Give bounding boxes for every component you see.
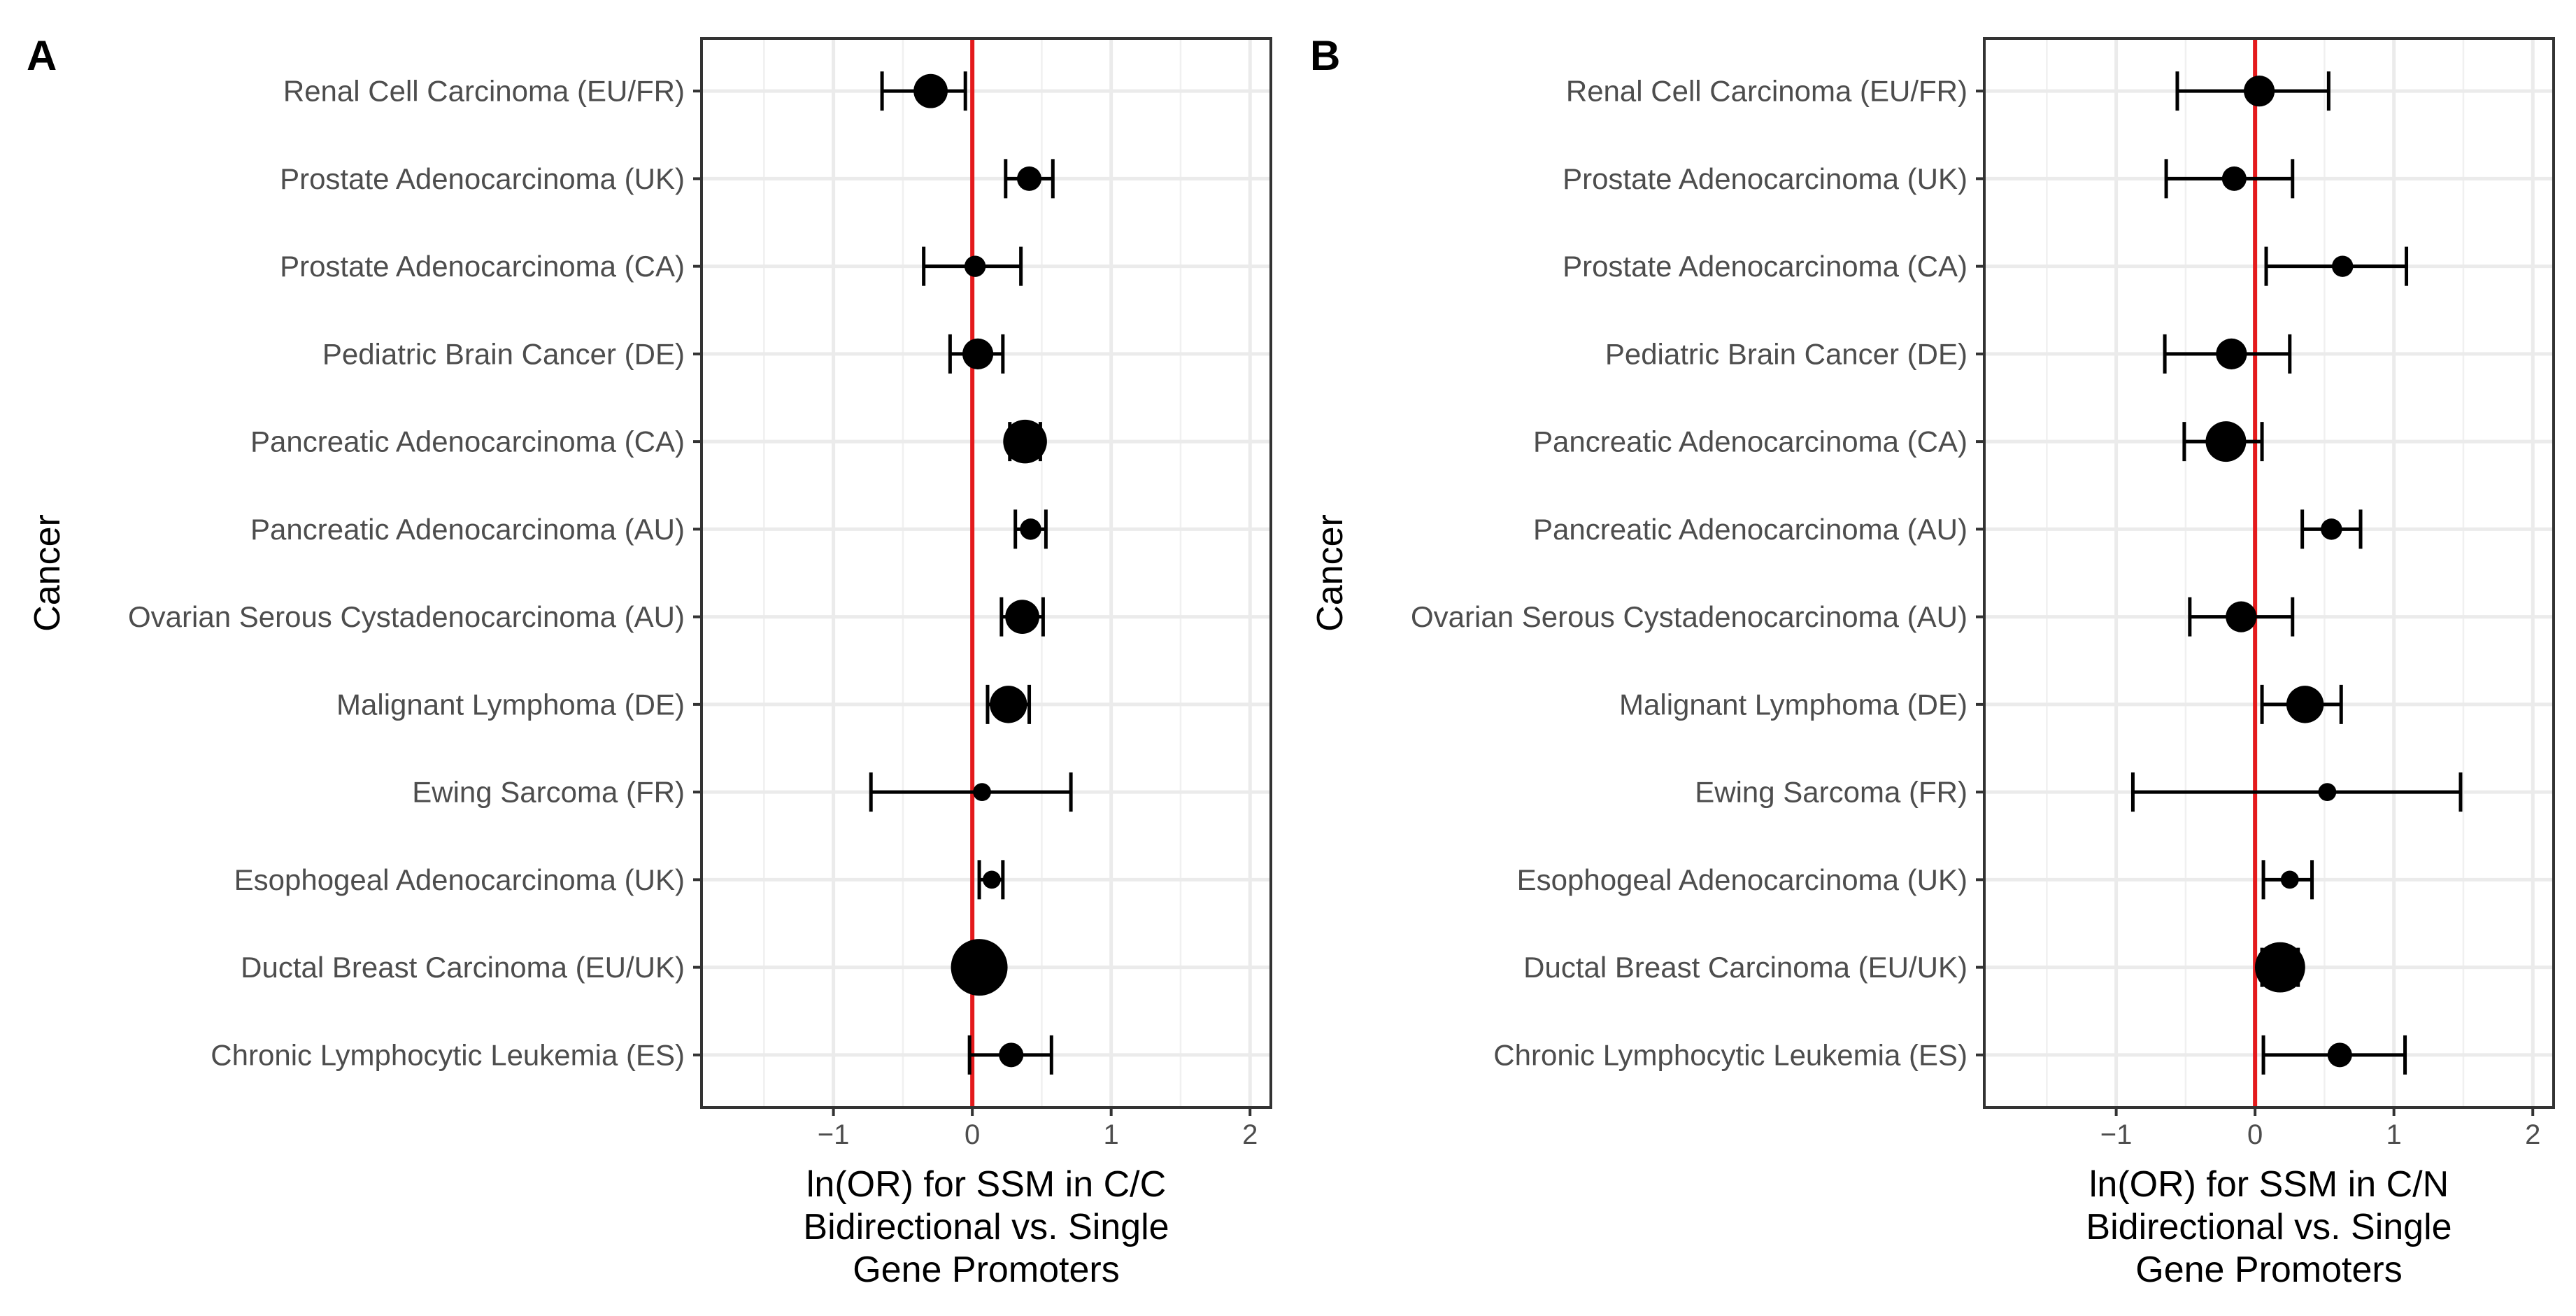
y-tick-label: Pancreatic Adenocarcinoma (CA) [250,425,685,458]
y-tick-label: Renal Cell Carcinoma (EU/FR) [1566,75,1967,108]
x-tick-label: 0 [965,1119,980,1150]
x-tick-label: −1 [2100,1119,2133,1150]
y-tick-label: Pancreatic Adenocarcinoma (AU) [1533,513,1967,546]
estimate-point [1017,166,1042,191]
estimate-point [973,783,991,802]
x-tick-label: 1 [2386,1119,2402,1150]
y-tick-label: Ewing Sarcoma (FR) [412,776,685,809]
panel-letter: A [27,32,57,79]
panel-border [1983,37,2555,1109]
y-axis-label: Cancer [27,514,68,632]
y-axis-label: Cancer [1310,514,1351,632]
estimate-point [2286,686,2324,723]
x-axis-label-line: Gene Promoters [853,1250,1120,1290]
x-axis-label-line: Gene Promoters [2135,1250,2403,1290]
x-axis-label-line: Bidirectional vs. Single [803,1207,1169,1247]
x-axis-label-line: ln(OR) for SSM in C/N [2089,1164,2449,1205]
x-tick-label: 0 [2247,1119,2263,1150]
y-tick-label: Malignant Lymphoma (DE) [336,688,685,721]
x-axis-label-line: Bidirectional vs. Single [2086,1207,2452,1247]
estimate-point [2226,601,2257,632]
y-tick-label: Prostate Adenocarcinoma (UK) [1563,162,1967,195]
estimate-point [983,870,1001,889]
estimate-point [962,338,994,369]
y-tick-label: Esophogeal Adenocarcinoma (UK) [1517,863,1967,896]
estimate-point [1003,419,1047,464]
y-tick-label: Malignant Lymphoma (DE) [1619,688,1967,721]
estimate-point [2321,518,2342,540]
y-tick-label: Chronic Lymphocytic Leukemia (ES) [1493,1038,1967,1071]
estimate-point [951,939,1008,996]
y-tick-label: Pediatric Brain Cancer (DE) [322,337,685,370]
y-tick-label: Renal Cell Carcinoma (EU/FR) [283,75,685,108]
x-tick-label: 1 [1104,1119,1119,1150]
panel-a: Renal Cell Carcinoma (EU/FR) Prostate Ade… [27,32,1272,1290]
estimate-point [913,73,948,108]
x-tick-label: −1 [818,1119,850,1150]
y-tick-label: Prostate Adenocarcinoma (CA) [280,250,685,283]
y-tick-label: Prostate Adenocarcinoma (UK) [280,162,685,195]
plot-area [702,38,1271,1108]
estimate-point [2244,76,2275,107]
estimate-point [964,255,986,277]
estimate-point [1020,518,1041,540]
x-axis-label-line: ln(OR) for SSM in C/C [806,1164,1166,1205]
estimate-point [2327,1042,2352,1068]
y-tick-label: Prostate Adenocarcinoma (CA) [1563,250,1967,283]
y-tick-label: Esophogeal Adenocarcinoma (UK) [234,863,685,896]
y-tick-label: Ovarian Serous Cystadenocarcinoma (AU) [128,600,685,633]
y-tick-label: Chronic Lymphocytic Leukemia (ES) [211,1038,685,1071]
estimate-point [990,686,1027,723]
panel-border [700,37,1272,1109]
estimate-point [2254,942,2305,993]
x-tick-label: 2 [1242,1119,1258,1150]
estimate-point [1005,600,1040,635]
estimate-point [2318,783,2337,802]
estimate-point [2205,421,2247,462]
y-tick-label: Ewing Sarcoma (FR) [1695,776,1967,809]
y-tick-label: Pancreatic Adenocarcinoma (CA) [1533,425,1967,458]
estimate-point [999,1042,1024,1068]
y-tick-label: Ductal Breast Carcinoma (EU/UK) [241,951,685,984]
y-tick-label: Pediatric Brain Cancer (DE) [1605,337,1967,370]
x-tick-label: 2 [2525,1119,2540,1150]
y-tick-label: Ovarian Serous Cystadenocarcinoma (AU) [1411,600,1967,633]
y-tick-label: Ductal Breast Carcinoma (EU/UK) [1523,951,1967,984]
panel-letter: B [1310,32,1340,79]
panel-b: Renal Cell Carcinoma (EU/FR) Prostate Ade… [1310,32,2555,1290]
estimate-point [2332,255,2354,277]
estimate-point [2216,338,2247,369]
y-tick-label: Pancreatic Adenocarcinoma (AU) [250,513,685,546]
plot-area [1984,38,2554,1108]
estimate-point [2221,166,2247,191]
estimate-point [2280,870,2299,889]
